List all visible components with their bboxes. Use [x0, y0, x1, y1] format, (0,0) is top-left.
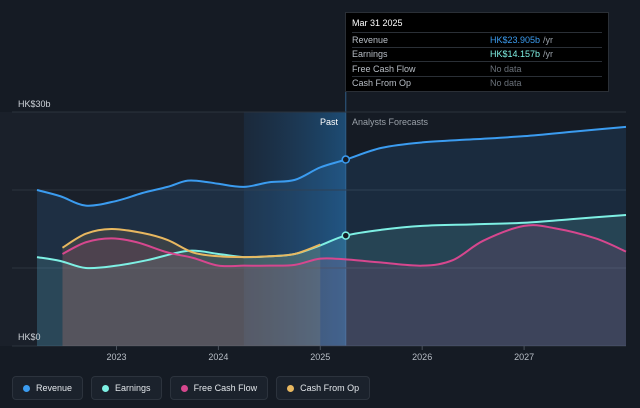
tooltip-row-free-cash-flow: Free Cash Flow No data — [352, 61, 602, 76]
legend-label: Free Cash Flow — [193, 383, 258, 393]
tooltip-row-cash-from-op: Cash From Op No data — [352, 75, 602, 91]
legend-item-earnings[interactable]: Earnings — [91, 376, 162, 400]
x-tick-label: 2026 — [412, 352, 432, 362]
tooltip-value: HK$14.157b — [490, 49, 541, 60]
tooltip-unit: /yr — [543, 34, 554, 45]
earnings-area — [37, 214, 626, 346]
tooltip-label: Free Cash Flow — [352, 63, 416, 74]
tooltip-row-earnings: Earnings HK$14.157b/yr — [352, 46, 602, 62]
revenue-marker[interactable] — [341, 155, 351, 164]
revenue-line — [36, 125, 627, 207]
tooltip-unit: /yr — [543, 49, 554, 60]
legend-item-revenue[interactable]: Revenue — [12, 376, 84, 400]
forecast-region-label: Analysts Forecasts — [352, 117, 429, 127]
tooltip-value: No data — [490, 78, 522, 89]
tooltip-value: No data — [490, 63, 522, 74]
highlight-band — [243, 112, 346, 346]
y-axis-max-label: HK$30b — [18, 99, 51, 109]
legend-item-free-cash-flow[interactable]: Free Cash Flow — [169, 376, 269, 400]
earnings-marker[interactable] — [341, 231, 351, 240]
legend-label: Cash From Op — [300, 383, 360, 393]
cash-from-op-dot-icon — [287, 384, 295, 392]
series-areas — [37, 126, 627, 346]
cash-from-op-area — [62, 228, 321, 346]
tooltip-label: Cash From Op — [352, 78, 412, 89]
chart-background — [0, 12, 347, 346]
tooltip-date: Mar 31 2025 — [352, 18, 403, 28]
series-lines — [36, 125, 627, 270]
series-markers[interactable] — [341, 155, 351, 240]
past-region-label: Past — [320, 117, 339, 127]
earnings-dot-icon — [102, 384, 110, 392]
tooltip-label: Revenue — [352, 34, 389, 45]
x-tick-label: 2023 — [106, 352, 126, 362]
y-axis-min-label: HK$0 — [18, 332, 41, 342]
free-cash-flow-area — [62, 225, 627, 346]
x-tick-label: 2024 — [208, 352, 228, 362]
x-tick-label: 2025 — [310, 352, 330, 362]
data-tooltip: Mar 31 2025 Revenue HK$23.905b/yr Earnin… — [345, 12, 609, 92]
free-cash-flow-dot-icon — [180, 384, 188, 392]
cash-from-op-line — [61, 227, 321, 259]
legend-label: Revenue — [36, 383, 73, 393]
legend-label: Earnings — [115, 383, 151, 393]
x-tick-label: 2027 — [514, 352, 534, 362]
tooltip-label: Earnings — [352, 49, 388, 60]
chart-legend: Revenue Earnings Free Cash Flow Cash Fro… — [12, 376, 371, 400]
revenue-dot-icon — [23, 384, 30, 392]
x-axis-ticks: 2023 2024 2025 2026 2027 — [106, 346, 534, 362]
tooltip-value: HK$23.905b — [490, 34, 541, 45]
free-cash-flow-line — [62, 224, 627, 268]
tooltip-row-revenue: Revenue HK$23.905b/yr — [352, 32, 602, 47]
legend-item-cash-from-op[interactable]: Cash From Op — [276, 376, 371, 400]
